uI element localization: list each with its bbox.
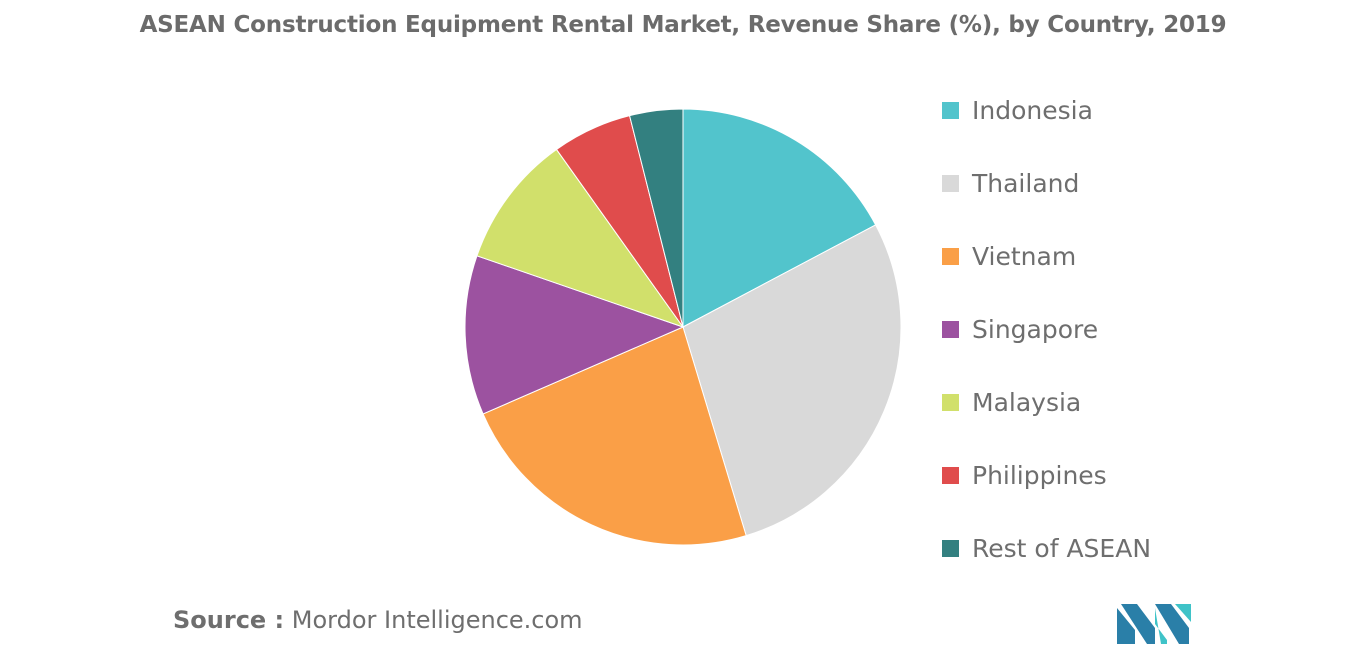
legend-item-singapore: Singapore: [942, 307, 1098, 351]
source-text: Mordor Intelligence.com: [284, 606, 583, 634]
legend-item-vietnam: Vietnam: [942, 234, 1076, 278]
legend-label: Vietnam: [972, 241, 1077, 271]
legend-swatch: [942, 247, 959, 265]
pie-slice-thailand: [682, 224, 902, 537]
legend-item-malaysia: Malaysia: [942, 380, 1081, 424]
pie-slice-indonesia: [682, 108, 877, 328]
legend-swatch: [942, 320, 959, 338]
source-prefix: Source :: [173, 606, 285, 634]
legend-label: Philippines: [972, 460, 1107, 490]
legend-label: Indonesia: [972, 95, 1093, 125]
legend-label: Singapore: [972, 314, 1099, 344]
legend-item-thailand: Thailand: [942, 161, 1079, 205]
pie-slice-vietnam: [482, 326, 747, 546]
legend-swatch: [942, 539, 959, 557]
legend-label: Thailand: [972, 168, 1080, 198]
pie-slice-singapore: [464, 255, 685, 415]
legend-swatch: [942, 174, 959, 192]
mordor-intelligence-logo-icon: [1117, 604, 1191, 644]
legend-label: Rest of ASEAN: [972, 533, 1152, 563]
legend-swatch: [942, 101, 959, 119]
legend-item-rest-of-asean: Rest of ASEAN: [942, 526, 1151, 570]
pie-slice-malaysia: [476, 148, 685, 328]
legend-item-philippines: Philippines: [942, 453, 1107, 497]
pie-slice-rest-of-asean: [628, 108, 684, 328]
legend-swatch: [942, 466, 959, 484]
source-note: Source : Mordor Intelligence.com: [173, 606, 583, 634]
legend-item-indonesia: Indonesia: [942, 88, 1093, 132]
legend-label: Malaysia: [972, 387, 1082, 417]
chart-title: ASEAN Construction Equipment Rental Mark…: [139, 12, 1227, 38]
legend-swatch: [942, 393, 959, 411]
